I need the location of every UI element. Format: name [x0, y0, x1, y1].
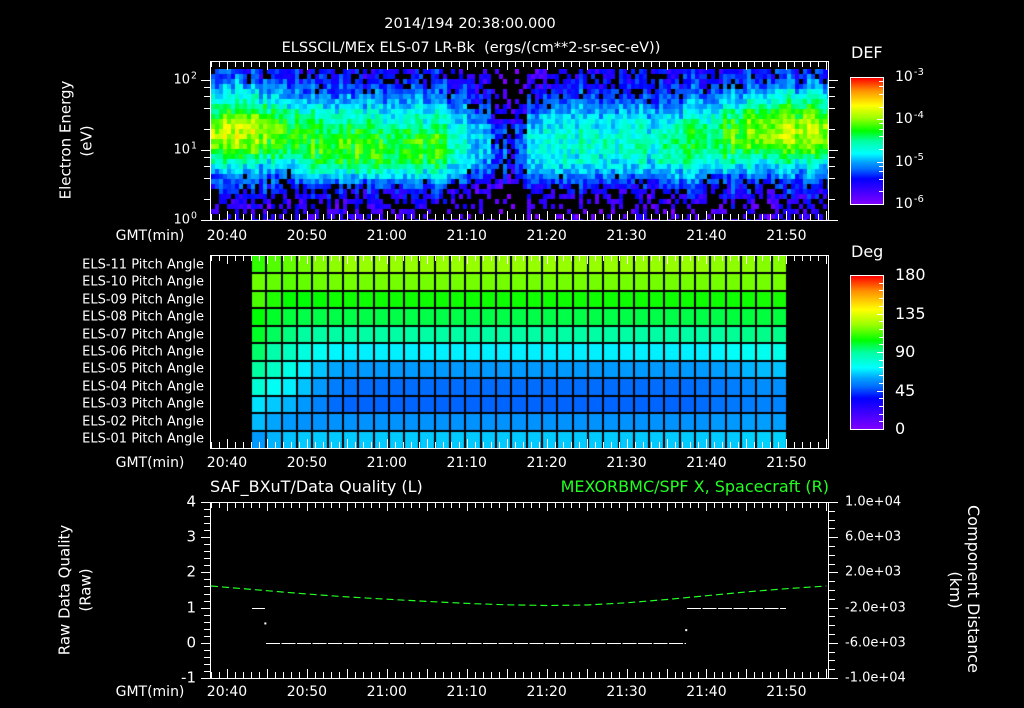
quality-left-tick-label: 1	[186, 598, 196, 617]
deg-colorbar-label: 0	[895, 419, 906, 438]
time-tick-label: 21:30	[606, 684, 647, 700]
time-tick-label: 21:40	[686, 228, 727, 244]
quality-right-tick-label: 1.0e+04	[845, 494, 902, 510]
time-tick-label: 21:20	[526, 455, 567, 471]
quality-right-tick-label: -2.0e+03	[845, 600, 906, 616]
pitch-row-label: ELS-07 Pitch Angle	[82, 327, 204, 343]
time-tick-label: 20:50	[286, 684, 328, 700]
time-tick-label: 21:30	[606, 455, 647, 471]
quality-left-axis-title: Raw Data Quality	[55, 524, 74, 656]
def-colorbar-label: 10-6	[895, 194, 924, 212]
quality-panel-frame	[210, 502, 829, 679]
time-tick-label: 21:00	[366, 455, 407, 471]
label-exponent: -6	[913, 194, 924, 206]
quality-left-tick-label: 4	[186, 492, 196, 511]
data-quality-point	[685, 629, 688, 632]
pitch-row-label: ELS-03 Pitch Angle	[82, 396, 204, 412]
label-exponent: -5	[913, 152, 924, 164]
time-tick-label: 21:00	[366, 684, 407, 700]
def-colorbar-label: 10-3	[895, 67, 924, 85]
time-tick-label: 21:50	[766, 228, 807, 244]
energy-tick-label: 100	[173, 211, 198, 228]
label-base: 10	[895, 196, 913, 212]
label-exponent: 2	[191, 70, 197, 82]
time-tick-label: 21:40	[686, 684, 727, 700]
plot-title: ELSSCIL/MEx ELS-07 LR-Bk (ergs/(cm**2-sr…	[281, 39, 661, 56]
label-exponent: 1	[191, 140, 197, 152]
def-colorbar-title: DEF	[851, 43, 883, 62]
pitch-row-label: ELS-11 Pitch Angle	[82, 257, 204, 273]
label-exponent: -4	[913, 109, 924, 121]
pitch-angle-grid	[251, 256, 787, 448]
time-tick-label: 21:20	[526, 684, 567, 700]
quality-right-axis-unit: (km)	[946, 571, 965, 609]
pitch-time-axis-label: GMT(min)	[115, 455, 185, 471]
time-tick-label: 20:40	[206, 228, 248, 244]
label-base: 10	[895, 111, 913, 128]
energy-spectrogram	[211, 69, 829, 220]
pitch-row-label: ELS-04 Pitch Angle	[82, 379, 204, 395]
quality-left-tick-label: 3	[186, 527, 196, 546]
energy-time-axis-label: GMT(min)	[115, 228, 185, 244]
time-tick-label: 21:10	[446, 455, 487, 471]
pitch-row-label: ELS-08 Pitch Angle	[82, 309, 204, 325]
time-tick-label: 20:40	[206, 455, 248, 471]
label-exponent: 0	[191, 210, 197, 222]
plot-datetime: 2014/194 20:38:00.000	[384, 15, 556, 32]
quality-right-tick-label: -6.0e+03	[845, 635, 906, 651]
quality-title-right: MEXORBMC/SPF X, Spacecraft (R)	[560, 477, 829, 496]
time-tick-label: 21:20	[526, 228, 567, 244]
def-colorbar	[850, 77, 884, 205]
label-base: 10	[895, 69, 913, 85]
quality-right-tick-label: -1.0e+04	[845, 670, 906, 686]
pitch-row-label: ELS-05 Pitch Angle	[82, 361, 204, 377]
quality-right-tick-label: 2.0e+03	[845, 564, 902, 580]
deg-colorbar	[850, 275, 884, 430]
label-base: 10	[173, 142, 191, 158]
label-exponent: -3	[913, 67, 924, 79]
time-tick-label: 20:50	[286, 455, 328, 471]
energy-tick-label: 102	[173, 71, 198, 88]
pitch-row-label: ELS-02 Pitch Angle	[82, 414, 204, 430]
deg-colorbar-label: 135	[895, 303, 926, 323]
time-tick-label: 21:10	[446, 228, 487, 244]
time-tick-label: 21:30	[606, 228, 647, 244]
def-colorbar-label: 10-4	[895, 109, 924, 128]
quality-time-axis-label: GMT(min)	[115, 684, 185, 700]
pitch-row-label: ELS-09 Pitch Angle	[82, 292, 204, 308]
label-base: 10	[173, 212, 191, 228]
time-tick-label: 21:50	[766, 455, 807, 471]
time-tick-label: 21:00	[366, 228, 407, 244]
quality-left-tick-label: 0	[186, 633, 196, 652]
deg-colorbar-label: 90	[895, 342, 916, 361]
time-tick-label: 21:10	[446, 684, 487, 700]
time-tick-label: 21:40	[686, 455, 727, 471]
deg-colorbar-label: 180	[895, 265, 926, 284]
label-base: 10	[895, 153, 913, 170]
time-tick-label: 20:40	[206, 684, 248, 700]
time-tick-label: 21:50	[766, 684, 807, 700]
deg-colorbar-label: 45	[895, 380, 916, 400]
label-base: 10	[173, 72, 191, 88]
data-quality-point	[264, 622, 267, 625]
quality-title-left: SAF_BXuT/Data Quality (L)	[210, 477, 423, 496]
quality-left-axis-unit: (Raw)	[76, 568, 95, 612]
energy-tick-label: 101	[173, 141, 198, 158]
spacecraft-x-line	[210, 585, 827, 607]
quality-left-tick-label: -1	[181, 668, 196, 687]
quality-right-tick-label: 6.0e+03	[845, 529, 902, 545]
def-colorbar-label: 10-5	[895, 152, 924, 170]
pitch-row-label: ELS-01 Pitch Angle	[82, 431, 204, 447]
quality-right-axis-title: Component Distance	[964, 505, 983, 673]
quality-left-tick-label: 2	[186, 562, 196, 581]
pitch-row-label: ELS-10 Pitch Angle	[82, 274, 204, 290]
pitch-row-label: ELS-06 Pitch Angle	[82, 344, 204, 360]
time-tick-label: 20:50	[286, 228, 328, 244]
deg-colorbar-title: Deg	[851, 242, 884, 261]
energy-axis-unit: (eV)	[77, 125, 96, 157]
energy-axis-title: Electron Energy	[56, 80, 75, 200]
